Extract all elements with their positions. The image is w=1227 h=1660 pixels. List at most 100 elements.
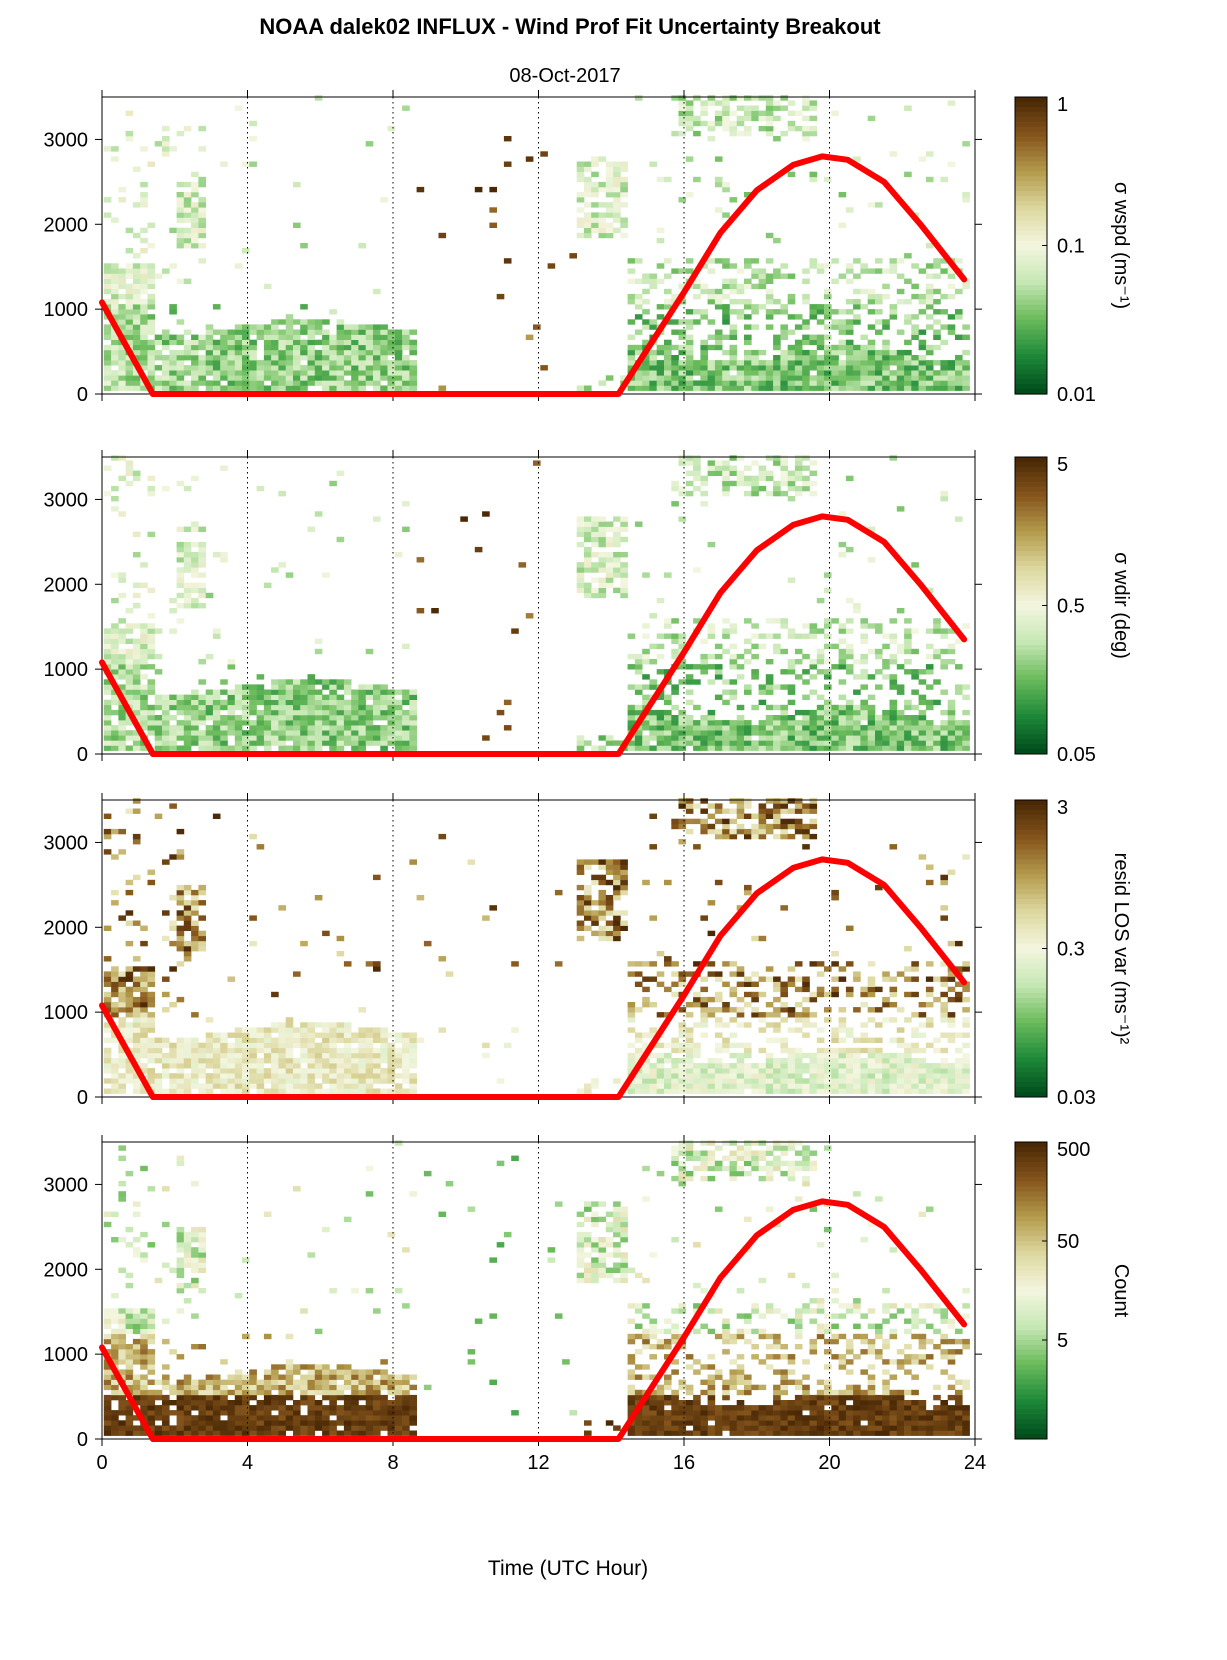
heatmap-cell: [693, 466, 701, 471]
heatmap-cell: [649, 162, 657, 167]
heatmap-cell: [198, 1083, 206, 1088]
heatmap-cell: [344, 335, 352, 340]
heatmap-cell: [715, 669, 723, 674]
heatmap-cell: [235, 1063, 243, 1068]
heatmap-cell: [351, 330, 359, 335]
heatmap-cell: [104, 212, 112, 217]
heatmap-cell: [118, 386, 126, 391]
heatmap-cell: [788, 476, 796, 481]
heatmap-cell: [831, 1058, 839, 1063]
heatmap-cell: [591, 588, 599, 593]
colorbar-swatch: [1015, 536, 1047, 542]
heatmap-cell: [206, 1089, 214, 1094]
heatmap-cell: [795, 1017, 803, 1022]
heatmap-cell: [577, 567, 585, 572]
heatmap-cell: [242, 1068, 250, 1073]
heatmap-cell: [628, 1002, 636, 1007]
heatmap-cell: [599, 532, 607, 537]
heatmap-cell: [875, 654, 883, 659]
heatmap-cell: [613, 921, 621, 926]
heatmap-cell: [308, 335, 316, 340]
heatmap-cell: [148, 1073, 156, 1078]
y-tick-label: 3000: [44, 489, 89, 511]
heatmap-cell: [831, 895, 839, 900]
heatmap-cell: [868, 1048, 876, 1053]
heatmap-cell: [133, 1089, 141, 1094]
heatmap-cell: [308, 1058, 316, 1063]
heatmap-cell: [395, 1053, 403, 1058]
heatmap-cell: [730, 1053, 738, 1058]
heatmap-cell: [664, 380, 672, 385]
heatmap-cell: [744, 684, 752, 689]
heatmap-cell: [940, 720, 948, 725]
heatmap-cell: [169, 966, 177, 971]
heatmap-cell: [213, 552, 221, 557]
heatmap-cell: [591, 537, 599, 542]
colorbar-swatch: [1015, 181, 1047, 187]
heatmap-cell: [955, 386, 963, 391]
heatmap-cell: [111, 263, 119, 268]
heatmap-cell: [606, 182, 614, 187]
heatmap-cell: [817, 654, 825, 659]
heatmap-cell: [679, 720, 687, 725]
heatmap-cell: [344, 720, 352, 725]
heatmap-cell: [671, 819, 679, 824]
heatmap-cell: [780, 304, 788, 309]
heatmap-cell: [686, 350, 694, 355]
heatmap-cell: [657, 1073, 665, 1078]
heatmap-cell: [293, 1078, 301, 1083]
heatmap-cell: [322, 1089, 330, 1094]
heatmap-cell: [940, 1058, 948, 1063]
heatmap-cell: [686, 720, 694, 725]
heatmap-cell: [839, 223, 847, 228]
heatmap-cell: [795, 380, 803, 385]
heatmap-cell: [198, 603, 206, 608]
heatmap-cell: [184, 1053, 192, 1058]
heatmap-cell: [904, 644, 912, 649]
heatmap-cell: [198, 1053, 206, 1058]
heatmap-cell: [788, 121, 796, 126]
heatmap-cell: [162, 355, 170, 360]
heatmap-cell: [599, 890, 607, 895]
heatmap-cell: [111, 725, 119, 730]
heatmap-cell: [708, 746, 716, 751]
heatmap-cell: [722, 740, 730, 745]
heatmap-cell: [358, 720, 366, 725]
heatmap-cell: [358, 700, 366, 705]
heatmap-cell: [235, 360, 243, 365]
heatmap-cell: [722, 486, 730, 491]
heatmap-cell: [802, 360, 810, 365]
heatmap-cell: [817, 1048, 825, 1053]
heatmap-cell: [759, 730, 767, 735]
heatmap-cell: [213, 1063, 221, 1068]
heatmap-cell: [664, 618, 672, 623]
heatmap-cell: [271, 705, 279, 710]
heatmap-cell: [831, 977, 839, 982]
heatmap-cell: [337, 345, 345, 350]
heatmap-cell: [730, 126, 738, 131]
heatmap-cell: [191, 931, 199, 936]
heatmap-cell: [395, 335, 403, 340]
heatmap-cell: [111, 900, 119, 905]
heatmap-cell: [278, 380, 286, 385]
heatmap-cell: [329, 700, 337, 705]
heatmap-cell: [184, 386, 192, 391]
heatmap-cell: [315, 1089, 323, 1094]
heatmap-cell: [766, 116, 774, 121]
heatmap-cell: [329, 720, 337, 725]
heatmap-cell: [118, 304, 126, 309]
heatmap-cell: [344, 690, 352, 695]
heatmap-cell: [824, 365, 832, 370]
heatmap-cell: [708, 900, 716, 905]
colorbar-swatch: [1015, 611, 1047, 617]
heatmap-cell: [788, 634, 796, 639]
heatmap-cell: [133, 1078, 141, 1083]
heatmap-cell: [948, 659, 956, 664]
heatmap-cell: [140, 664, 148, 669]
heatmap-cell: [642, 572, 650, 577]
heatmap-cell: [315, 1063, 323, 1068]
heatmap-cell: [257, 1058, 265, 1063]
heatmap-cell: [599, 233, 607, 238]
heatmap-cell: [591, 931, 599, 936]
